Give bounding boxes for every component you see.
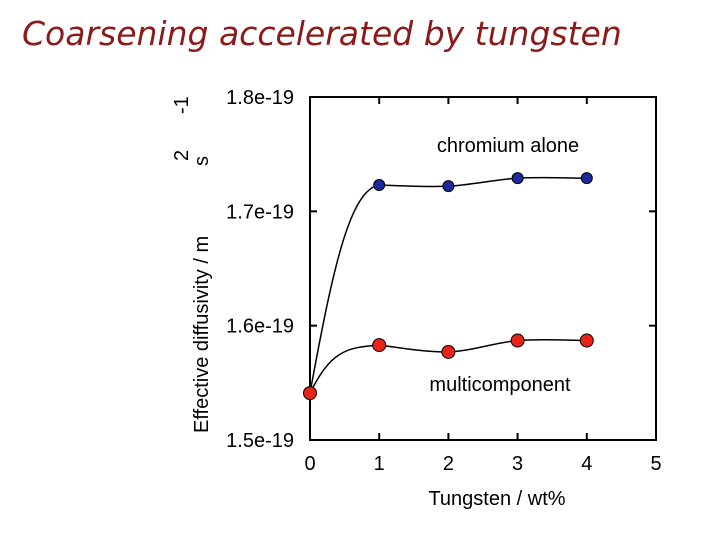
x-axis-label: Tungsten / wt% [428,488,565,510]
x-tick-label-5: 5 [650,453,661,475]
y-tick-labels: 1.5e-19 1.6e-19 1.7e-19 1.8e-19 [226,87,294,452]
series-line-0 [309,176,587,394]
y-axis-unit-s: s [191,156,213,166]
y-axis-label: Effective diffusivity / m [191,236,213,433]
x-tick-label-1: 1 [374,453,385,475]
annotation-multicomponent: multicomponent [429,374,571,396]
y-tick-label-0: 1.5e-19 [226,430,294,452]
x-tick-label-3: 3 [512,453,523,475]
series-1-point-4 [579,333,594,348]
series-1-point-3 [510,333,525,348]
y-tick-label-1: 1.6e-19 [226,316,294,338]
series-points [303,172,594,401]
series-curves [309,176,587,394]
series-1-point-2 [441,344,456,359]
x-tick-label-4: 4 [581,453,592,475]
series-0-point-3 [580,172,593,185]
plot-frame [309,96,657,441]
series-0-point-1 [442,180,455,193]
series-1-point-0 [303,386,317,401]
x-tick-label-0: 0 [304,453,315,475]
annotation-chromium-alone: chromium alone [437,135,579,157]
y-axis-unit-power-2: 2 [171,150,193,161]
series-0-point-2 [511,172,524,185]
axis-ticks [309,96,657,441]
y-tick-label-3: 1.8e-19 [226,87,294,109]
chart-title: Coarsening accelerated by tungsten [22,14,622,53]
x-tick-label-2: 2 [443,453,454,475]
x-tick-labels: 0 1 2 3 4 5 [304,453,661,475]
y-tick-label-2: 1.7e-19 [226,201,294,223]
series-0-point-0 [373,179,386,192]
series-1-point-1 [372,338,387,353]
y-axis-unit-power-minus1: -1 [171,96,193,114]
